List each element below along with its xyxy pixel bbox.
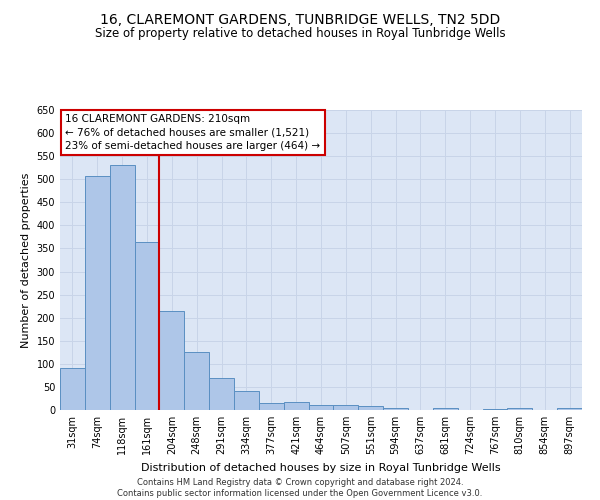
Bar <box>110 166 134 410</box>
Text: Contains HM Land Registry data © Crown copyright and database right 2024.
Contai: Contains HM Land Registry data © Crown c… <box>118 478 482 498</box>
Bar <box>508 408 532 410</box>
Bar <box>308 405 334 410</box>
Bar <box>334 405 358 410</box>
Bar <box>433 408 458 410</box>
Bar <box>383 408 408 410</box>
Bar <box>60 368 85 410</box>
Bar <box>482 408 508 410</box>
Bar <box>160 311 184 410</box>
Bar <box>259 403 284 410</box>
Bar <box>85 176 110 410</box>
Text: Size of property relative to detached houses in Royal Tunbridge Wells: Size of property relative to detached ho… <box>95 28 505 40</box>
Bar <box>209 378 234 410</box>
Y-axis label: Number of detached properties: Number of detached properties <box>21 172 31 348</box>
Bar <box>184 352 209 410</box>
Bar <box>134 242 160 410</box>
Text: 16, CLAREMONT GARDENS, TUNBRIDGE WELLS, TN2 5DD: 16, CLAREMONT GARDENS, TUNBRIDGE WELLS, … <box>100 12 500 26</box>
Bar <box>234 390 259 410</box>
X-axis label: Distribution of detached houses by size in Royal Tunbridge Wells: Distribution of detached houses by size … <box>141 462 501 472</box>
Bar <box>284 402 308 410</box>
Bar <box>358 406 383 410</box>
Bar <box>557 408 582 410</box>
Text: 16 CLAREMONT GARDENS: 210sqm
← 76% of detached houses are smaller (1,521)
23% of: 16 CLAREMONT GARDENS: 210sqm ← 76% of de… <box>65 114 320 151</box>
